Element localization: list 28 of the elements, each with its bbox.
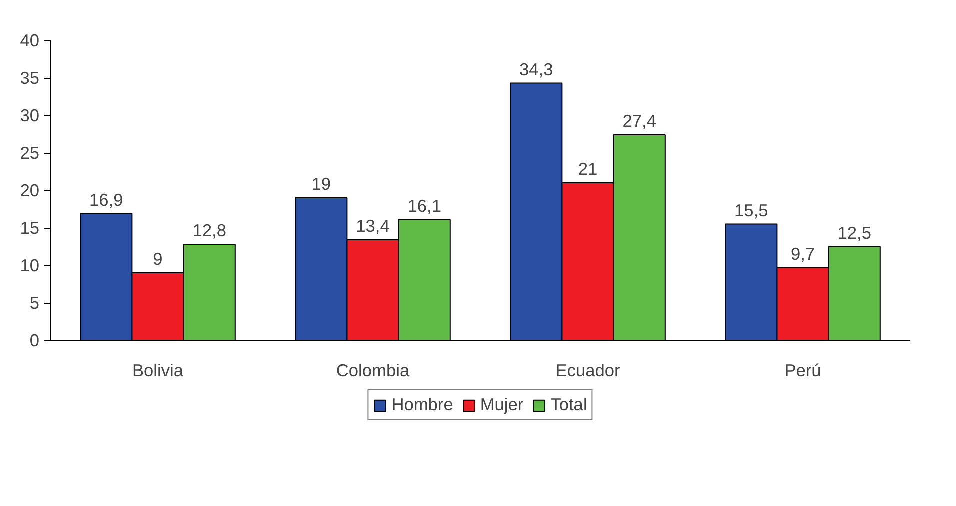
y-tick-label: 20 bbox=[20, 180, 40, 200]
data-label: 16,9 bbox=[90, 190, 124, 210]
legend-label: Total bbox=[550, 394, 588, 416]
data-label: 12,5 bbox=[838, 222, 872, 243]
data-label: 27,4 bbox=[622, 111, 657, 131]
y-tick-label: 25 bbox=[20, 143, 40, 163]
x-tick-label: Perú bbox=[784, 360, 822, 380]
y-tick-label: 5 bbox=[30, 293, 40, 313]
data-label: 15,5 bbox=[734, 200, 768, 220]
data-label: 9 bbox=[153, 249, 163, 269]
data-label: 34,3 bbox=[520, 59, 554, 80]
legend-label: Mujer bbox=[480, 394, 524, 416]
y-tick-label: 15 bbox=[20, 218, 40, 238]
legend-label: Hombre bbox=[392, 394, 454, 416]
data-label: 19 bbox=[312, 174, 332, 194]
x-tick-label: Colombia bbox=[336, 360, 410, 380]
x-tick-label: Bolivia bbox=[132, 360, 184, 380]
data-label: 21 bbox=[578, 159, 598, 179]
data-label: 9,7 bbox=[790, 244, 816, 264]
y-tick-label: 30 bbox=[20, 106, 40, 126]
data-label: 16,1 bbox=[408, 196, 442, 216]
x-tick-label: Ecuador bbox=[556, 360, 620, 380]
data-label: 13,4 bbox=[356, 216, 390, 236]
y-tick-label: 40 bbox=[20, 30, 40, 50]
y-tick-label: 35 bbox=[20, 68, 40, 88]
data-label: 12,8 bbox=[192, 220, 226, 240]
y-tick-label: 0 bbox=[30, 330, 40, 350]
y-tick-label: 10 bbox=[20, 256, 40, 276]
